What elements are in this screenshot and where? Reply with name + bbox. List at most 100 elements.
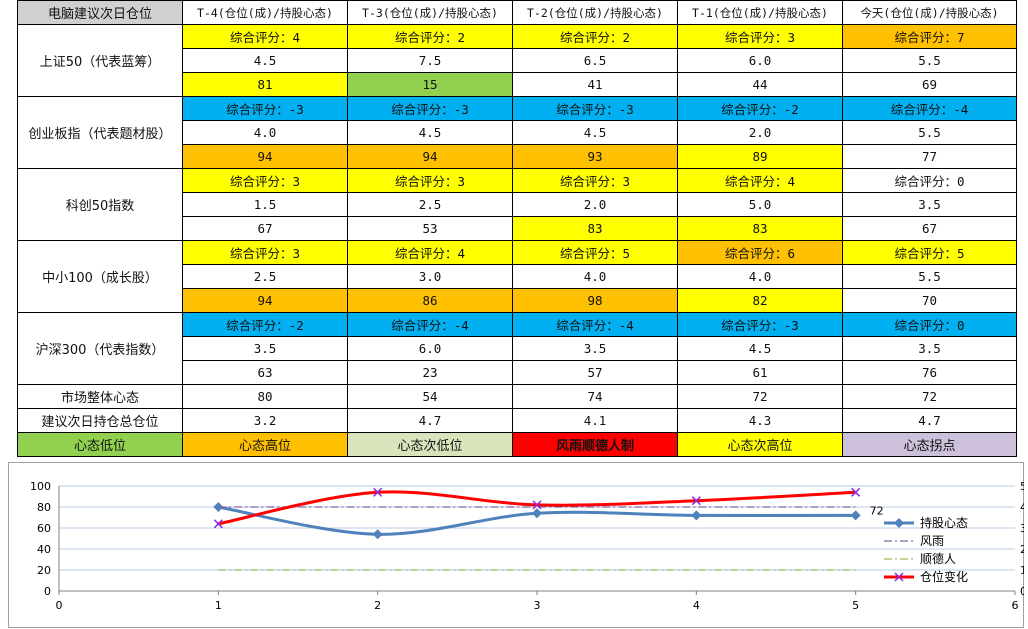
data-cell[interactable]: 94 [182,144,348,169]
data-cell[interactable]: 5.0 [677,192,843,217]
data-cell[interactable]: 综合评分：-4 [512,312,678,337]
data-cell[interactable]: 3.5 [182,336,348,361]
data-cell[interactable]: 44 [677,72,843,97]
index-name-cell[interactable]: 中小100（成长股） [17,240,183,313]
data-cell[interactable]: 82 [677,288,843,313]
data-cell[interactable]: 86 [347,288,513,313]
data-cell[interactable]: 综合评分：-4 [347,312,513,337]
index-name-cell[interactable]: 沪深300（代表指数） [17,312,183,385]
data-cell[interactable]: 6.0 [347,336,513,361]
corner-title-cell[interactable]: 电脑建议次日仓位 [17,0,183,25]
data-cell[interactable]: 3.5 [842,192,1017,217]
data-cell[interactable]: 89 [677,144,843,169]
data-cell[interactable]: 61 [677,360,843,385]
data-cell[interactable]: 4.0 [182,120,348,145]
legend-cell[interactable]: 心态次高位 [677,432,843,457]
data-cell[interactable]: 2.5 [347,192,513,217]
column-header-1[interactable]: T-4(仓位(成)/持股心态) [182,0,348,25]
data-cell[interactable]: 4.7 [347,408,513,433]
data-cell[interactable]: 综合评分：5 [512,240,678,265]
data-cell[interactable]: 综合评分：4 [182,24,348,49]
data-cell[interactable]: 3.5 [512,336,678,361]
data-cell[interactable]: 94 [182,288,348,313]
data-cell[interactable]: 2.0 [677,120,843,145]
index-name-cell[interactable]: 创业板指（代表题材股） [17,96,183,169]
data-cell[interactable]: 综合评分：3 [182,240,348,265]
data-cell[interactable]: 81 [182,72,348,97]
data-cell[interactable]: 74 [512,384,678,409]
data-cell[interactable]: 2.0 [512,192,678,217]
data-cell[interactable]: 综合评分：6 [677,240,843,265]
index-name-cell[interactable]: 科创50指数 [17,168,183,241]
data-cell[interactable]: 23 [347,360,513,385]
data-cell[interactable]: 4.3 [677,408,843,433]
data-cell[interactable]: 69 [842,72,1017,97]
data-cell[interactable]: 4.5 [182,48,348,73]
legend-cell[interactable]: 风雨顺德人制 [512,432,678,457]
data-cell[interactable]: 83 [677,216,843,241]
data-cell[interactable]: 4.7 [842,408,1017,433]
data-cell[interactable]: 4.5 [677,336,843,361]
data-cell[interactable]: 72 [677,384,843,409]
data-cell[interactable]: 54 [347,384,513,409]
data-cell[interactable]: 72 [842,384,1017,409]
data-cell[interactable]: 综合评分：2 [512,24,678,49]
data-cell[interactable]: 3.5 [842,336,1017,361]
data-cell[interactable]: 综合评分：5 [842,240,1017,265]
column-header-4[interactable]: T-1(仓位(成)/持股心态) [677,0,843,25]
data-cell[interactable]: 综合评分：4 [347,240,513,265]
column-header-2[interactable]: T-3(仓位(成)/持股心态) [347,0,513,25]
data-cell[interactable]: 70 [842,288,1017,313]
data-cell[interactable]: 综合评分：0 [842,168,1017,193]
data-cell[interactable]: 2.5 [182,264,348,289]
legend-cell[interactable]: 心态次低位 [347,432,513,457]
data-cell[interactable]: 53 [347,216,513,241]
data-cell[interactable]: 综合评分：3 [677,24,843,49]
data-cell[interactable]: 综合评分：-3 [677,312,843,337]
data-cell[interactable]: 5.5 [842,120,1017,145]
data-cell[interactable]: 综合评分：-4 [842,96,1017,121]
data-cell[interactable]: 7.5 [347,48,513,73]
data-cell[interactable]: 93 [512,144,678,169]
data-cell[interactable]: 4.0 [677,264,843,289]
data-cell[interactable]: 67 [182,216,348,241]
data-cell[interactable]: 综合评分：3 [347,168,513,193]
row-label-cell[interactable]: 市场整体心态 [17,384,183,409]
data-cell[interactable]: 综合评分：3 [512,168,678,193]
data-cell[interactable]: 4.1 [512,408,678,433]
data-cell[interactable]: 综合评分：4 [677,168,843,193]
index-name-cell[interactable]: 上证50（代表蓝筹） [17,24,183,97]
row-label-cell[interactable]: 建议次日持仓总仓位 [17,408,183,433]
data-cell[interactable]: 80 [182,384,348,409]
data-cell[interactable]: 综合评分：-3 [347,96,513,121]
data-cell[interactable]: 综合评分：7 [842,24,1017,49]
data-cell[interactable]: 4.0 [512,264,678,289]
data-cell[interactable]: 77 [842,144,1017,169]
data-cell[interactable]: 5.5 [842,264,1017,289]
legend-cell[interactable]: 心态拐点 [842,432,1017,457]
data-cell[interactable]: 76 [842,360,1017,385]
legend-cell[interactable]: 心态高位 [182,432,348,457]
data-cell[interactable]: 94 [347,144,513,169]
data-cell[interactable]: 15 [347,72,513,97]
legend-cell[interactable]: 心态低位 [17,432,183,457]
data-cell[interactable]: 4.5 [512,120,678,145]
data-cell[interactable]: 83 [512,216,678,241]
data-cell[interactable]: 5.5 [842,48,1017,73]
data-cell[interactable]: 41 [512,72,678,97]
column-header-3[interactable]: T-2(仓位(成)/持股心态) [512,0,678,25]
data-cell[interactable]: 3.2 [182,408,348,433]
column-header-5[interactable]: 今天(仓位(成)/持股心态) [842,0,1017,25]
data-cell[interactable]: 综合评分：0 [842,312,1017,337]
data-cell[interactable]: 6.5 [512,48,678,73]
data-cell[interactable]: 4.5 [347,120,513,145]
data-cell[interactable]: 6.0 [677,48,843,73]
data-cell[interactable]: 63 [182,360,348,385]
data-cell[interactable]: 综合评分：-2 [182,312,348,337]
data-cell[interactable]: 98 [512,288,678,313]
data-cell[interactable]: 3.0 [347,264,513,289]
data-cell[interactable]: 综合评分：-3 [182,96,348,121]
data-cell[interactable]: 57 [512,360,678,385]
data-cell[interactable]: 综合评分：2 [347,24,513,49]
data-cell[interactable]: 综合评分：-3 [512,96,678,121]
